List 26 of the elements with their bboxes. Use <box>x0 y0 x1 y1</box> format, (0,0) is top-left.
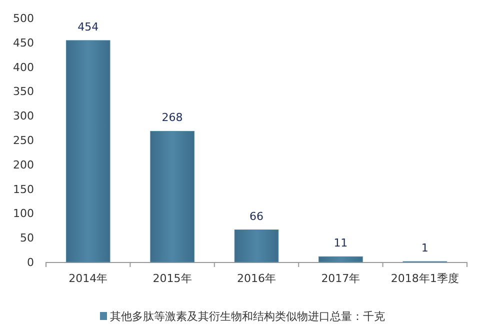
x-tick-label: 2018年1季度 <box>390 272 459 285</box>
y-tick-label: 350 <box>13 85 34 98</box>
x-tick-label: 2014年 <box>68 272 108 285</box>
data-label: 268 <box>162 111 183 124</box>
bar <box>150 130 194 262</box>
y-tick-label: 250 <box>13 134 34 147</box>
y-tick-label: 100 <box>13 207 34 220</box>
y-tick-label: 150 <box>13 182 34 196</box>
y-tick-label: 0 <box>27 256 34 269</box>
x-tick-label: 2016年 <box>237 272 276 285</box>
data-label: 11 <box>334 236 348 250</box>
data-label: 1 <box>421 242 428 255</box>
data-label: 454 <box>78 20 99 34</box>
bar <box>318 256 363 262</box>
y-tick-label: 50 <box>20 232 34 245</box>
y-tick-label: 450 <box>13 36 34 50</box>
bar <box>234 230 279 262</box>
x-tick-label: 2015年 <box>152 272 192 285</box>
y-tick-label: 200 <box>13 158 34 172</box>
bar <box>66 40 110 262</box>
legend-label: 其他多肽等激素及其衍生物和结构类似物进口总量：千克 <box>110 310 385 323</box>
y-tick-label: 300 <box>13 110 34 123</box>
data-label: 66 <box>250 210 264 223</box>
x-tick-label: 2017年 <box>321 272 360 285</box>
y-tick-label: 500 <box>13 12 34 25</box>
y-tick-label: 400 <box>13 60 34 74</box>
